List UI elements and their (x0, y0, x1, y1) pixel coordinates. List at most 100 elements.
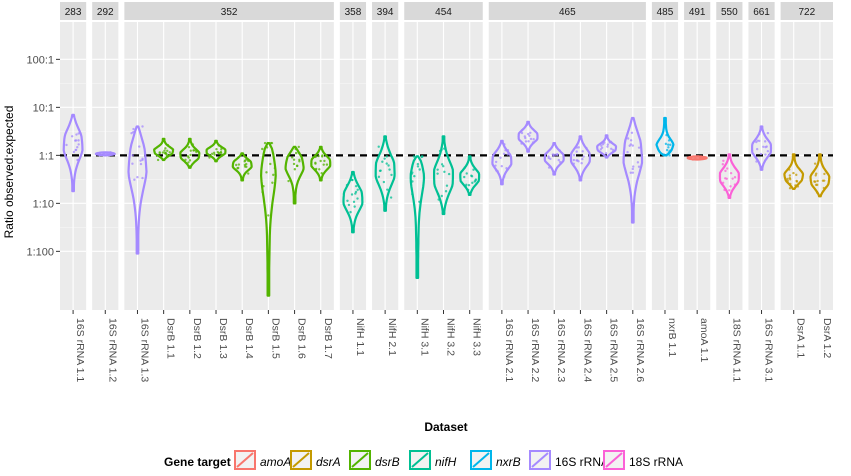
data-point (667, 146, 670, 149)
data-point (764, 153, 767, 156)
y-axis: 1:100 1:10 1:1 10:1 100:1 (26, 54, 60, 258)
data-point (418, 200, 421, 203)
data-point (349, 210, 352, 214)
data-point (290, 156, 294, 159)
data-point (186, 155, 190, 158)
data-point (631, 171, 635, 174)
data-point (665, 148, 669, 152)
data-point (692, 155, 695, 158)
x-tick-label: DsrB 1.5 (269, 318, 281, 359)
x-tick-label: 16S rRNA 2.3 (555, 318, 567, 382)
data-point (244, 159, 247, 162)
data-point (524, 140, 528, 143)
data-point (77, 139, 80, 142)
data-point (816, 179, 819, 183)
data-point (323, 159, 326, 163)
data-point (630, 131, 634, 134)
data-point (287, 179, 290, 183)
violin (459, 155, 481, 196)
data-point (814, 172, 818, 175)
data-point (421, 155, 424, 158)
data-point (788, 176, 792, 180)
data-point (210, 152, 214, 156)
data-point (722, 159, 725, 162)
data-point (637, 165, 641, 168)
data-point (77, 132, 80, 135)
data-point (354, 192, 357, 195)
facet-panel (124, 22, 334, 310)
data-point (572, 158, 576, 162)
data-point (557, 158, 560, 162)
data-point (246, 158, 250, 161)
data-point (520, 129, 524, 132)
data-point (77, 159, 80, 162)
data-point (133, 178, 136, 181)
facet-panel (780, 22, 833, 310)
x-tick-label: nxrB 1.1 (666, 318, 678, 357)
data-point (626, 150, 629, 154)
data-point (467, 183, 471, 187)
data-point (105, 153, 108, 156)
data-point (236, 167, 239, 170)
data-point (271, 181, 274, 184)
data-point (604, 155, 608, 158)
data-point (664, 142, 668, 146)
legend: Gene target amoA dsrA dsrB nifH nxrB 16S rRNA 1… (164, 450, 683, 470)
data-point (463, 175, 466, 179)
data-point (443, 170, 446, 174)
data-point (669, 143, 672, 147)
x-tick-label: 16S rRNA 2.5 (608, 318, 620, 382)
data-point (472, 168, 475, 171)
legend-key-mark (472, 452, 490, 468)
x-tick-label: DsrB 1.3 (217, 318, 229, 359)
data-point (130, 132, 133, 135)
facet-strip (60, 2, 87, 20)
data-point (76, 146, 79, 149)
data-point (474, 179, 477, 182)
data-point (440, 194, 443, 198)
data-point (499, 156, 502, 159)
data-point (156, 158, 160, 162)
violin (596, 134, 618, 159)
data-point (136, 175, 139, 179)
data-point (213, 153, 216, 156)
data-point (267, 214, 270, 217)
data-point (65, 143, 68, 147)
data-point (294, 151, 298, 155)
data-point (494, 164, 497, 167)
data-point (70, 135, 74, 138)
data-point (528, 134, 531, 137)
data-point (577, 160, 580, 163)
data-point (325, 163, 329, 166)
data-point (766, 131, 770, 135)
data-point (212, 151, 216, 154)
data-point (320, 172, 323, 175)
x-tick-label: 16S rRNA 2.6 (634, 318, 646, 382)
data-point (604, 152, 608, 155)
data-point (609, 140, 613, 143)
data-point (164, 147, 167, 150)
data-point (572, 162, 576, 165)
data-point (547, 166, 551, 169)
data-point (187, 145, 191, 149)
x-tick-label: NifH 2.1 (386, 318, 398, 356)
data-point (554, 153, 557, 156)
data-point (813, 180, 817, 183)
legend-key-mark (351, 452, 369, 468)
data-point (442, 165, 445, 168)
data-point (385, 155, 389, 158)
data-point (141, 157, 144, 160)
legend-title: Gene target (164, 455, 231, 469)
data-point (795, 180, 799, 183)
legend-label: nxrB (496, 455, 521, 469)
x-tick-label: NifH 3.1 (418, 318, 430, 356)
data-point (763, 140, 767, 143)
data-point (381, 160, 384, 163)
x-tick-label: DsrA 1.1 (795, 318, 807, 358)
facet-strip (92, 2, 119, 20)
violin (127, 125, 148, 255)
data-point (107, 154, 110, 157)
data-point (411, 171, 414, 174)
data-point (667, 139, 671, 142)
data-point (436, 168, 439, 171)
